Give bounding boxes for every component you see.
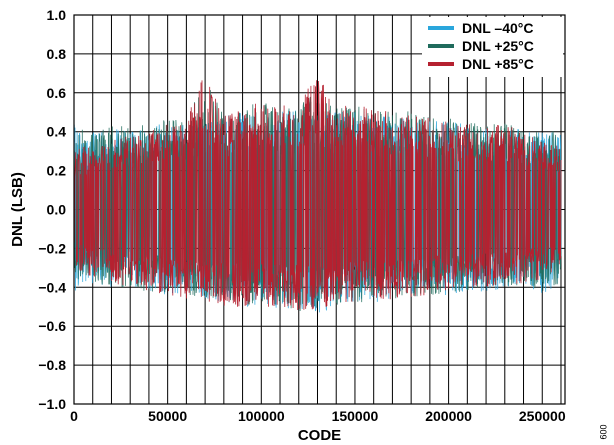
x-tick-label: 0 <box>70 408 78 424</box>
x-tick-label: 100000 <box>238 408 285 424</box>
y-tick-label: −0.8 <box>38 357 66 373</box>
series-trace <box>73 80 562 311</box>
y-tick-label: −0.4 <box>38 279 66 295</box>
x-tick-label: 50000 <box>148 408 187 424</box>
x-tick-label: 250000 <box>519 408 566 424</box>
legend-label: DNL +85°C <box>462 56 534 72</box>
y-axis-title: DNL (LSB) <box>9 172 26 247</box>
x-axis-title: CODE <box>298 427 341 444</box>
y-tick-label: 0.0 <box>47 202 67 218</box>
y-tick-label: 1.0 <box>47 7 67 23</box>
x-tick-label: 200000 <box>425 408 472 424</box>
data-series <box>73 80 562 313</box>
plot-frame <box>73 14 566 405</box>
y-tick-label: −1.0 <box>38 396 66 412</box>
legend-label: DNL +25°C <box>462 38 534 54</box>
y-tick-labels: −1.0 −0.8 −0.6 −0.4 −0.2 0.0 0.2 0.4 0.6 0.8 1.0 <box>38 7 66 412</box>
x-tick-labels: 0 50000 100000 150000 200000 250000 <box>70 408 566 424</box>
x-tick-label: 150000 <box>332 408 379 424</box>
y-tick-label: 0.2 <box>47 163 67 179</box>
figure-id-label: 009 <box>598 424 608 439</box>
y-tick-label: 0.6 <box>47 85 67 101</box>
y-tick-label: 0.8 <box>47 46 67 62</box>
legend-label: DNL –40°C <box>462 20 533 36</box>
legend: DNL –40°C DNL +25°C DNL +85°C <box>422 17 563 77</box>
y-tick-label: −0.2 <box>38 240 66 256</box>
y-tick-label: 0.4 <box>47 124 67 140</box>
series-3 <box>73 80 562 311</box>
y-tick-label: −0.6 <box>38 318 66 334</box>
